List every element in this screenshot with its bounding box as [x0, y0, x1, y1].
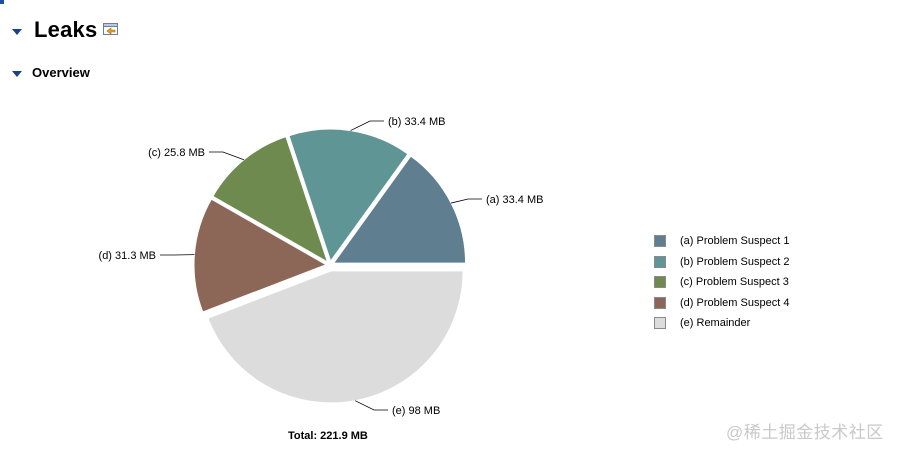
slice-label-e: (e) 98 MB: [392, 405, 440, 417]
slice-label-d: (d) 31.3 MB: [99, 250, 156, 262]
slice-label-a: (a) 33.4 MB: [486, 194, 543, 206]
leader-line-b: [350, 120, 384, 131]
leader-line-c: [209, 151, 244, 161]
top-edge-marker: [0, 0, 4, 4]
pie-slice-c[interactable]: [212, 136, 329, 263]
legend-item-c: (c) Problem Suspect 3: [654, 272, 789, 293]
pie-slice-e[interactable]: [207, 270, 464, 404]
open-in-new-window-icon[interactable]: [103, 22, 119, 41]
legend-item-a: (a) Problem Suspect 1: [654, 231, 789, 252]
collapse-triangle-icon[interactable]: [12, 71, 22, 77]
legend-item-b: (b) Problem Suspect 2: [654, 252, 789, 273]
legend-swatch: [654, 317, 666, 330]
watermark-text: @稀土掘金技术社区: [726, 423, 884, 442]
chart-legend: (a) Problem Suspect 1 (b) Problem Suspect…: [654, 231, 789, 334]
legend-swatch: [654, 296, 666, 309]
slice-label-b: (b) 33.4 MB: [388, 116, 445, 128]
legend-swatch: [654, 235, 666, 248]
overview-section-header: Overview: [10, 65, 90, 80]
leaks-section-header: Leaks: [10, 17, 119, 43]
legend-label: (d) Problem Suspect 4: [680, 296, 790, 309]
legend-label: (e) Remainder: [680, 317, 751, 330]
pie-slice-d[interactable]: [193, 198, 328, 313]
legend-swatch: [654, 255, 666, 268]
legend-label: (a) Problem Suspect 1: [680, 235, 790, 248]
overview-title: Overview: [32, 65, 90, 80]
collapse-triangle-icon[interactable]: [12, 28, 22, 35]
leader-line-e: [354, 400, 388, 411]
legend-swatch: [654, 276, 666, 289]
leader-line-a: [450, 198, 482, 204]
page-title: Leaks: [34, 17, 98, 42]
legend-item-e: (e) Remainder: [654, 313, 789, 334]
legend-label: (c) Problem Suspect 3: [680, 276, 789, 289]
slice-label-c: (c) 25.8 MB: [148, 147, 205, 159]
legend-item-d: (d) Problem Suspect 4: [654, 293, 789, 314]
chart-total-label: Total: 221.9 MB: [288, 430, 368, 442]
legend-label: (b) Problem Suspect 2: [680, 255, 790, 268]
pie-slice-b[interactable]: [288, 128, 409, 263]
